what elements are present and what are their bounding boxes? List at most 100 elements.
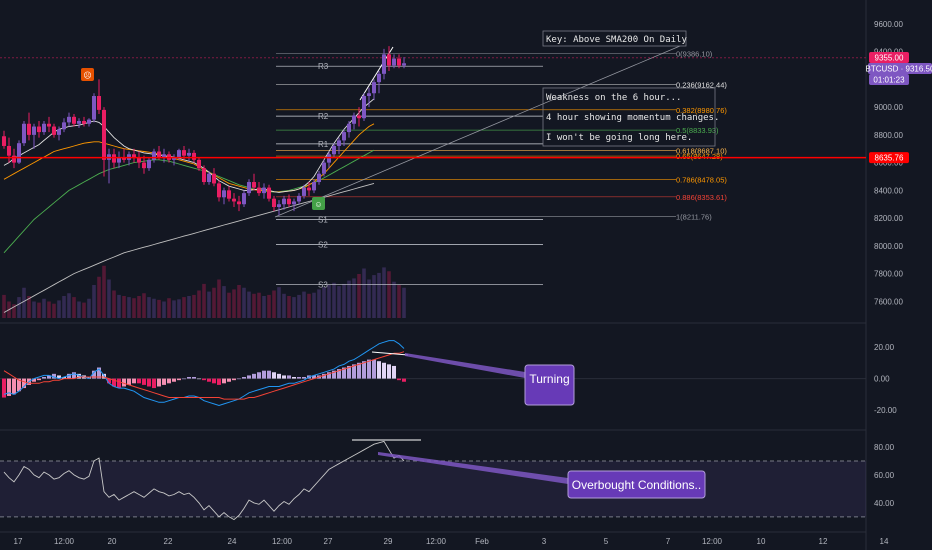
- volume-bar: [37, 302, 41, 318]
- volume-bar: [87, 298, 91, 318]
- macd-hist-bar: [272, 372, 276, 379]
- volume-bar: [62, 296, 66, 318]
- candle-body: [162, 154, 166, 158]
- volume-bar: [362, 268, 366, 318]
- macd-hist-bar: [12, 378, 16, 395]
- macd-annotation-line[interactable]: [371, 351, 409, 356]
- fib-level-label: 0.65(8647.28): [676, 152, 723, 161]
- time-axis-label: Feb: [475, 537, 489, 546]
- key-level-label: 8635.76: [875, 154, 904, 163]
- volume-bar: [77, 301, 81, 318]
- volume-bar: [57, 300, 61, 318]
- candle-body: [262, 187, 266, 194]
- volume-bar: [47, 301, 51, 318]
- macd-hist-bar: [52, 373, 56, 379]
- macd-callout[interactable]: Turning: [524, 364, 575, 406]
- volume-bar: [192, 294, 196, 318]
- macd-hist-bar: [117, 378, 121, 389]
- price-axis-tick: 7600.00: [874, 297, 903, 306]
- signal-line: [3, 351, 405, 400]
- macd-hist-bar: [37, 378, 41, 381]
- rsi-axis-tick: 40.00: [874, 499, 895, 508]
- trend-line-channel[interactable]: [274, 45, 681, 218]
- candle-body: [62, 122, 66, 130]
- candle-body: [242, 193, 246, 205]
- bull-icon: ☺: [314, 200, 322, 209]
- symbol-price-tag: BTCUSD · 9316.50: [866, 63, 932, 74]
- note-line-3: I won't be going long here.: [546, 133, 692, 143]
- volume-bar: [132, 298, 136, 318]
- candle-body: [327, 154, 331, 163]
- macd-hist-bar: [157, 378, 161, 387]
- countdown-tag: 01:01:23: [869, 74, 909, 85]
- sell-marker: ☹: [81, 68, 94, 81]
- volume-bar: [292, 297, 296, 318]
- volume-bar: [372, 275, 376, 318]
- macd-hist-bar: [397, 378, 401, 381]
- macd-hist-bar: [262, 370, 266, 379]
- volume-bar: [307, 293, 311, 318]
- volume-bar: [202, 283, 206, 318]
- macd-hist-bar: [237, 378, 241, 380]
- macd-axis[interactable]: 20.00 0.00 -20.00: [874, 343, 897, 415]
- macd-hist-bar: [342, 367, 346, 379]
- fib-level-label: 0.886(8353.61): [676, 193, 727, 202]
- macd-hist-bar: [137, 378, 141, 384]
- candle-body: [12, 155, 16, 163]
- macd-hist-bar: [227, 378, 231, 382]
- key-note-box[interactable]: Key: Above SMA200 On Daily: [542, 30, 687, 47]
- volume-bars: [2, 265, 406, 318]
- volume-bar: [27, 296, 31, 318]
- candle-body: [252, 182, 256, 188]
- candle-body: [397, 58, 401, 66]
- price-axis-tick: 7800.00: [874, 270, 903, 279]
- rsi-callout-pointer: [378, 452, 568, 484]
- candle-body: [27, 123, 31, 135]
- candle-body: [237, 201, 241, 205]
- macd-hist-bar: [167, 378, 171, 384]
- candle-body: [82, 120, 86, 124]
- volume-bar: [107, 279, 111, 318]
- macd-hist-bar: [207, 378, 211, 382]
- analysis-note-box[interactable]: Weakness on the 6 hour... 4 hour showing…: [542, 87, 719, 147]
- pivot-label: S3: [318, 281, 328, 290]
- macd-hist-bar: [7, 378, 11, 396]
- volume-bar: [32, 301, 36, 318]
- macd-hist-bar: [17, 378, 21, 392]
- fib-level-label: 0.236(9162.44): [676, 81, 727, 90]
- volume-bar: [332, 282, 336, 318]
- volume-bar: [137, 296, 141, 318]
- macd-hist-bar: [22, 378, 26, 389]
- macd-hist-bar: [77, 373, 81, 379]
- pivot-label: R1: [318, 140, 329, 149]
- time-axis[interactable]: 17 12:00 20 22 24 12:00 27 29 12:00 Feb 3 5 7 12:00 10…: [14, 537, 889, 546]
- volume-bar: [157, 299, 161, 318]
- macd-hist-bar: [162, 378, 166, 385]
- candle-body: [2, 136, 6, 146]
- candle-body: [172, 157, 176, 160]
- time-axis-label: 7: [666, 537, 671, 546]
- volume-bar: [382, 267, 386, 318]
- volume-bar: [397, 285, 401, 318]
- macd-line: [3, 340, 405, 407]
- macd-hist-bar: [122, 378, 126, 387]
- volume-bar: [392, 281, 396, 318]
- candle-body: [22, 123, 26, 144]
- macd-hist-bar: [252, 373, 256, 379]
- rsi-callout[interactable]: Overbought Conditions..: [567, 470, 706, 499]
- volume-bar: [322, 287, 326, 318]
- candle-body: [317, 173, 321, 183]
- rsi-axis[interactable]: 80.00 60.00 40.00: [874, 443, 895, 508]
- volume-bar: [127, 297, 131, 318]
- volume-bar: [207, 291, 211, 318]
- symbol-price-label: BTCUSD · 9316.50: [866, 65, 932, 74]
- macd-hist-bar: [97, 367, 101, 379]
- candle-body: [347, 123, 351, 133]
- macd-axis-tick: -20.00: [874, 406, 897, 415]
- price-axis-tick: 8000.00: [874, 242, 903, 251]
- volume-bar: [297, 294, 301, 318]
- candle-body: [117, 157, 121, 163]
- macd-axis-tick: 20.00: [874, 343, 895, 352]
- macd-hist-bar: [287, 375, 291, 379]
